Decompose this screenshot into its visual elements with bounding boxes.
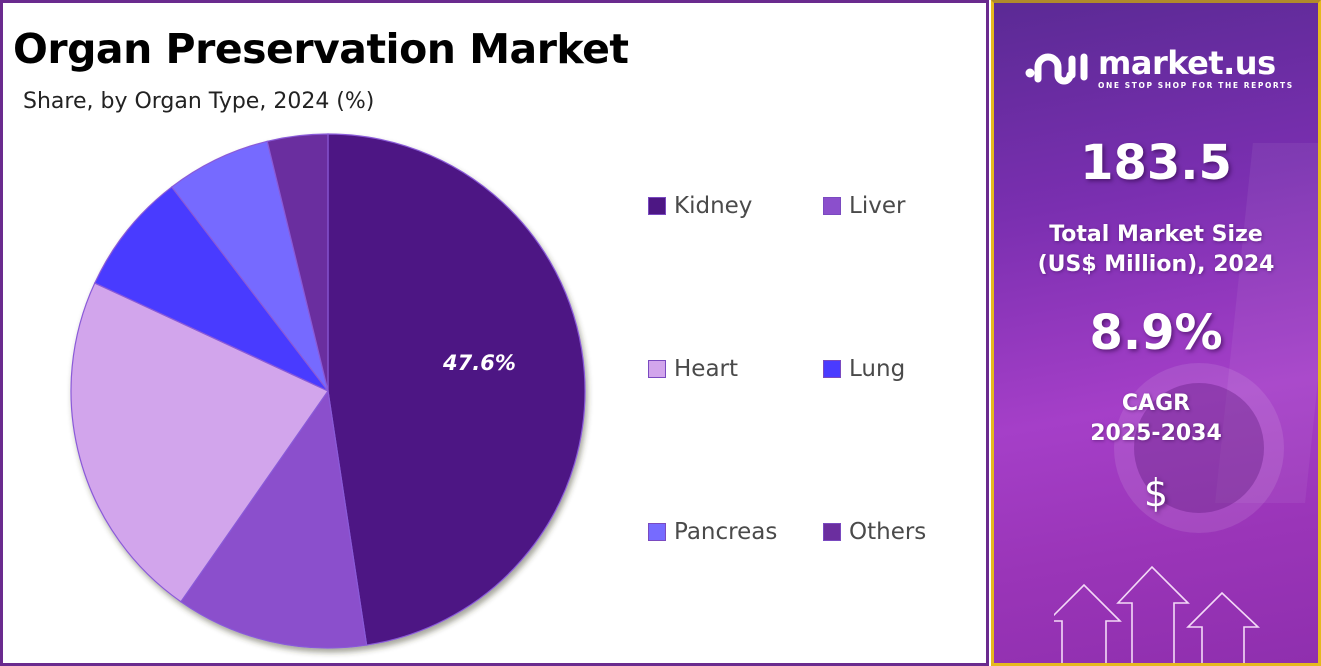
pie-slice-liver (180, 389, 368, 649)
pie-slice-kidney (327, 133, 586, 646)
market-us-logo-icon (1025, 53, 1088, 85)
chart-legend: Kidney Liver Heart Lung Pancreas Others (648, 193, 968, 563)
pie-slice-heart (70, 282, 329, 603)
legend-swatch-kidney (648, 197, 666, 215)
chart-title: Organ Preservation Market (13, 25, 629, 73)
pie-svg (70, 133, 586, 649)
pie-slice-others (266, 133, 329, 392)
legend-item-others: Others (823, 519, 926, 545)
pie-chart: 47.6% (58, 121, 598, 661)
legend-label: Lung (849, 356, 906, 382)
brand-logo: market.us ONE STOP SHOP FOR THE REPORTS (1024, 45, 1294, 91)
brand-name: market.us (1098, 43, 1276, 82)
cagr-label-line2: 2025-2034 (1090, 421, 1222, 446)
dollar-icon: $ (1143, 471, 1169, 515)
legend-item-kidney: Kidney (648, 193, 752, 219)
legend-label: Kidney (674, 193, 753, 219)
market-size-label-line2: (US$ Million), 2024 (1037, 252, 1275, 277)
background-mug-decoration (1114, 363, 1284, 533)
legend-label: Heart (674, 356, 739, 382)
background-mug-inner-decoration (1134, 383, 1264, 513)
summary-panel: market.us ONE STOP SHOP FOR THE REPORTS … (991, 0, 1321, 666)
legend-item-liver: Liver (823, 193, 905, 219)
legend-swatch-liver (823, 197, 841, 215)
cagr-value: 8.9% (1089, 305, 1223, 361)
legend-item-lung: Lung (823, 356, 905, 382)
growth-arrows-icon (1054, 565, 1261, 663)
chart-subtitle: Share, by Organ Type, 2024 (%) (23, 89, 375, 114)
legend-label: Liver (849, 193, 906, 219)
brand-tagline: ONE STOP SHOP FOR THE REPORTS (1098, 80, 1294, 90)
legend-label: Others (849, 519, 927, 545)
legend-swatch-heart (648, 360, 666, 378)
legend-item-heart: Heart (648, 356, 738, 382)
legend-item-pancreas: Pancreas (648, 519, 777, 545)
chart-panel: Organ Preservation Market Share, by Orga… (0, 0, 989, 666)
cagr-label-line1: CAGR (1121, 391, 1191, 416)
legend-swatch-lung (823, 360, 841, 378)
legend-swatch-others (823, 523, 841, 541)
legend-swatch-pancreas (648, 523, 666, 541)
pie-slice-lung (93, 186, 329, 392)
market-size-label-line1: Total Market Size (1049, 222, 1263, 247)
legend-label: Pancreas (674, 519, 778, 545)
kidney-share-label: 47.6% (443, 351, 516, 375)
market-size-value: 183.5 (1080, 135, 1232, 191)
